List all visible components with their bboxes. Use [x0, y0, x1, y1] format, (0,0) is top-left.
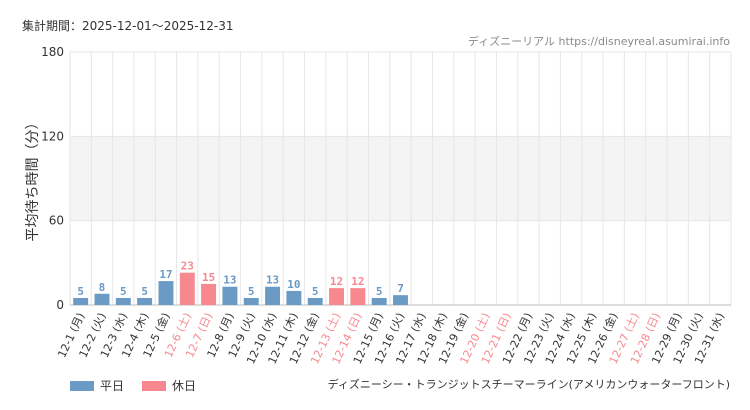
bar [350, 288, 366, 305]
legend-item-holiday: 休日 [142, 377, 196, 394]
band-60-120 [70, 136, 731, 221]
y-tick-label: 60 [49, 214, 64, 228]
bar [158, 281, 174, 305]
bar [222, 286, 238, 305]
bar [307, 297, 323, 305]
source-label: ディズニーリアル https://disneyreal.asumirai.inf… [467, 35, 730, 48]
data-label: 5 [120, 285, 127, 298]
data-label: 7 [397, 282, 404, 295]
bar [115, 297, 131, 305]
legend-item-weekday: 平日 [70, 377, 124, 394]
legend: 平日 休日 [70, 377, 196, 394]
data-label: 15 [202, 271, 215, 284]
period-label: 集計期間：2025-12-01〜2025-12-31 [22, 19, 234, 33]
data-label: 17 [159, 268, 172, 281]
legend-swatch-holiday [142, 380, 167, 391]
bar [179, 272, 195, 305]
attraction-name: ディズニーシー・トランジットスチーマーライン(アメリカンウォーターフロント) [327, 378, 730, 391]
y-tick-label: 0 [56, 298, 64, 312]
data-label: 5 [312, 285, 319, 298]
data-label: 12 [330, 275, 343, 288]
data-label: 5 [77, 285, 84, 298]
data-label: 12 [351, 275, 364, 288]
y-axis-label: 平均待ち時間（分） [25, 116, 41, 242]
legend-label-holiday: 休日 [172, 379, 197, 393]
bar [393, 295, 408, 305]
data-label: 23 [181, 260, 194, 273]
legend-label-weekday: 平日 [100, 379, 125, 393]
bar [265, 286, 281, 305]
data-label: 10 [287, 278, 300, 291]
legend-swatch-weekday [70, 380, 94, 391]
bar [73, 297, 89, 305]
y-tick-label: 120 [41, 129, 64, 143]
data-label: 13 [266, 274, 279, 287]
data-label: 5 [141, 285, 148, 298]
data-label: 8 [99, 281, 106, 294]
y-tick-label: 180 [41, 45, 64, 59]
data-label: 13 [223, 274, 236, 287]
bar [243, 297, 259, 305]
bar [286, 290, 302, 305]
data-label: 5 [376, 285, 383, 298]
bar [371, 297, 387, 305]
bar [201, 283, 217, 305]
data-label: 5 [248, 285, 255, 298]
bar [137, 297, 153, 305]
bar [94, 293, 110, 305]
bar [329, 288, 344, 305]
